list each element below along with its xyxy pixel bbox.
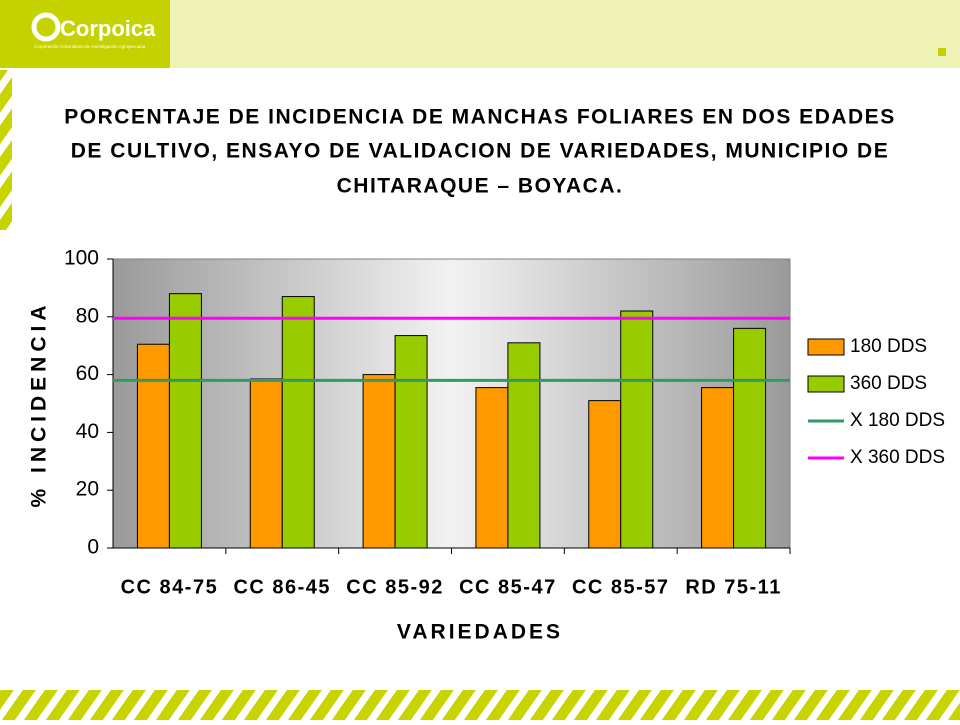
legend-swatch [807, 375, 845, 393]
x-tick-label: CC 85-47 [459, 576, 557, 598]
y-tick-label: 80 [76, 304, 99, 327]
bar [620, 310, 654, 549]
bar [475, 387, 509, 549]
x-tick-label: CC 85-57 [572, 576, 670, 598]
plot-area [112, 258, 791, 549]
y-tick-label: 100 [64, 247, 99, 270]
chart-title: DE CULTIVO, ENSAYO DE VALIDACION DE VARI… [71, 140, 889, 163]
x-axis-label: VARIEDADES [397, 621, 563, 644]
chart-title: CHITARAQUE – BOYACA. [337, 175, 624, 198]
y-tick-label: 20 [76, 478, 99, 501]
side-stripes [0, 70, 12, 230]
x-tick-label: CC 86-45 [233, 576, 331, 598]
x-tick-label: CC 84-75 [121, 576, 219, 598]
bar [394, 335, 428, 549]
corner-square [938, 48, 946, 56]
bar [136, 343, 170, 549]
legend-label: X 180 DDS [850, 410, 945, 431]
x-tick-label: CC 85-92 [346, 576, 444, 598]
x-tick-label: RD 75-11 [685, 576, 782, 598]
logo-name: Corpoica [60, 16, 156, 41]
logo-tagline: Corporación Colombiana de Investigación … [34, 44, 146, 49]
logo-icon [31, 12, 61, 42]
bar [733, 327, 767, 549]
y-tick-label: 60 [76, 362, 99, 385]
bar [168, 293, 202, 549]
bar [588, 400, 622, 549]
legend-label: 180 DDS [850, 336, 927, 357]
legend-label: 360 DDS [850, 373, 927, 394]
legend-swatch [807, 338, 845, 356]
legend-label: X 360 DDS [850, 447, 945, 468]
bar [507, 342, 541, 549]
bar [362, 374, 396, 549]
bar [281, 296, 315, 549]
y-tick-label: 0 [87, 536, 99, 559]
bar [249, 378, 283, 549]
y-tick-label: 40 [76, 420, 99, 443]
bar [701, 387, 735, 549]
bottom-stripes [0, 690, 960, 720]
chart-title: PORCENTAJE DE INCIDENCIA DE MANCHAS FOLI… [64, 106, 895, 129]
y-axis-label: % INCIDENCIA [28, 300, 51, 507]
